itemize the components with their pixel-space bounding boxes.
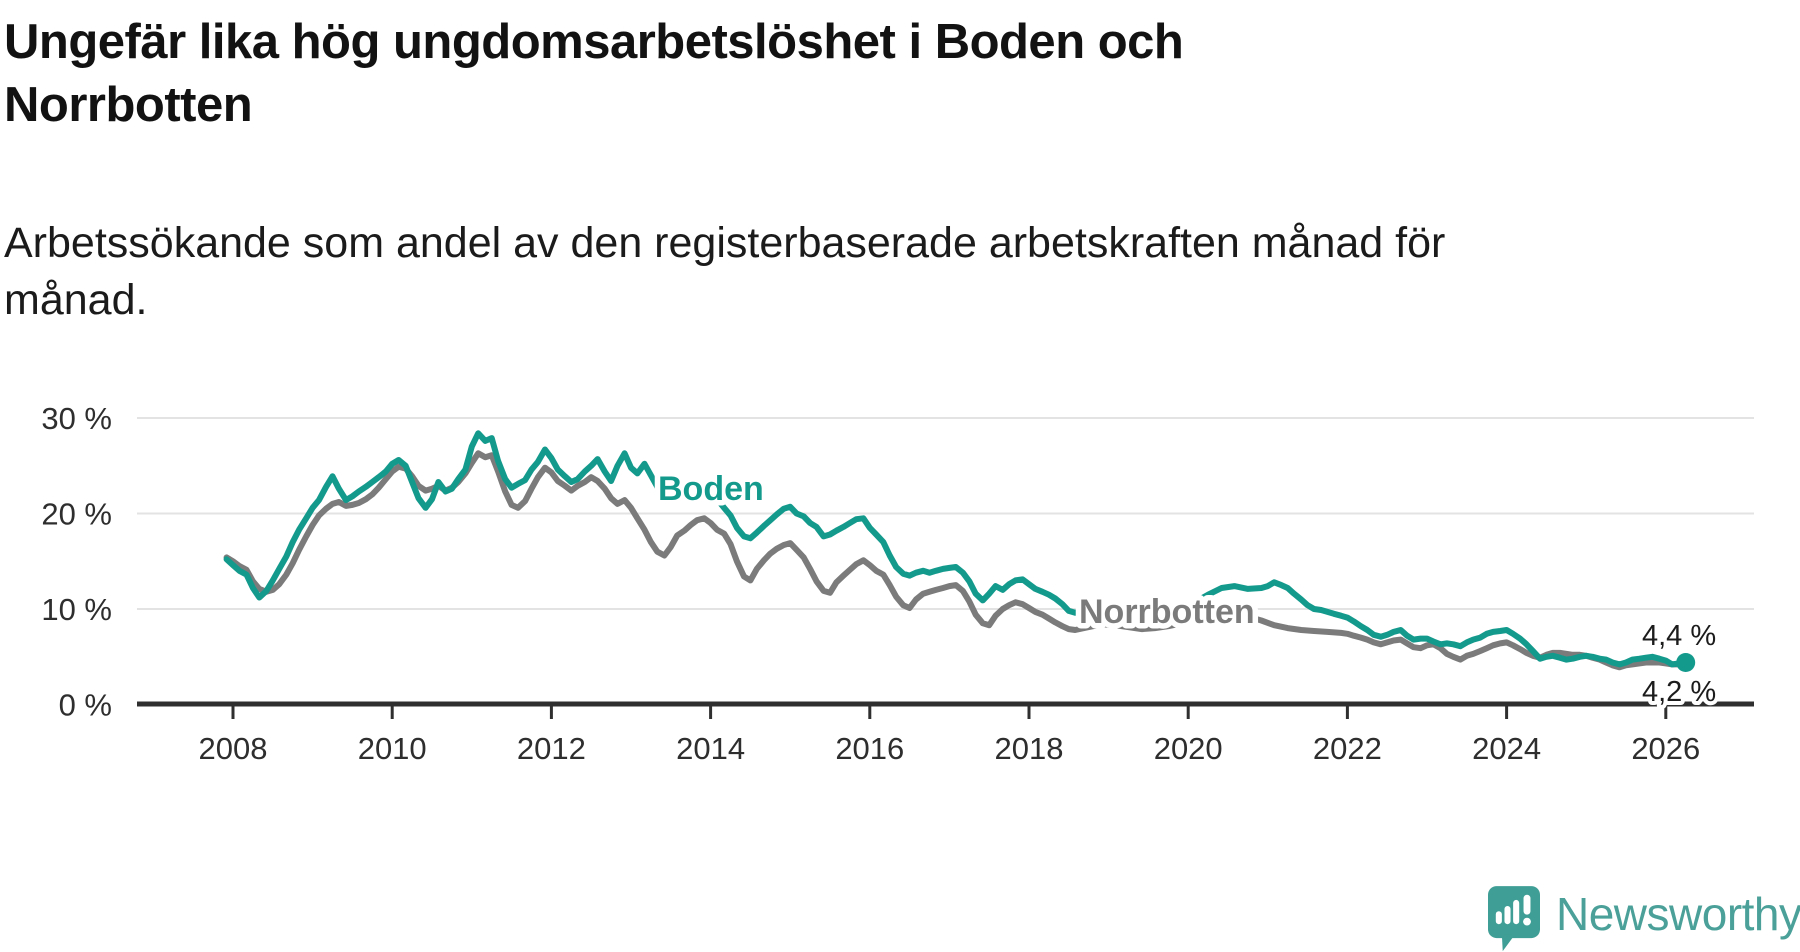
series-label-norrbotten: Norrbotten [1079,593,1255,631]
x-tick-label-2012: 2012 [517,731,586,766]
page-title: Ungefär lika hög ungdomsarbetslöshet i B… [4,11,1184,137]
x-tick-label-2022: 2022 [1313,731,1382,766]
x-tick-label-2008: 2008 [199,731,268,766]
x-tick-label-2020: 2020 [1154,731,1223,766]
newsworthy-logo-icon [1488,886,1540,952]
x-tick-label-2016: 2016 [835,731,904,766]
y-tick-label-0: 0 % [59,688,112,723]
chart-subtitle: Arbetssökande som andel av den registerb… [4,215,1445,329]
page-title-line1: Ungefär lika hög ungdomsarbetslöshet i B… [4,15,1184,69]
x-tick-label-2014: 2014 [676,731,745,766]
x-tick-label-2018: 2018 [995,731,1064,766]
y-tick-label-10: 10 % [41,592,112,627]
series-end-dot-boden [1676,652,1696,672]
series-label-boden: Boden [658,470,764,508]
y-tick-label-30: 30 % [41,401,112,436]
x-tick-label-2010: 2010 [358,731,427,766]
x-tick-label-2024: 2024 [1472,731,1541,766]
end-value-label-norrbotten: 4,2 % [1642,676,1716,708]
chart-subtitle-line1: Arbetssökande som andel av den registerb… [4,219,1446,267]
series-line-boden [223,430,1689,668]
page-title-line2: Norrbotten [4,78,253,132]
end-value-label-boden: 4,4 % [1642,620,1716,652]
newsworthy-logo: Newsworthy [1488,886,1800,952]
series-line-norrbotten [223,450,1689,671]
x-tick-label-2026: 2026 [1631,731,1700,766]
chart-subtitle-line2: månad. [4,276,148,324]
y-tick-label-20: 20 % [41,497,112,532]
newsworthy-logo-text: Newsworthy [1556,888,1800,940]
